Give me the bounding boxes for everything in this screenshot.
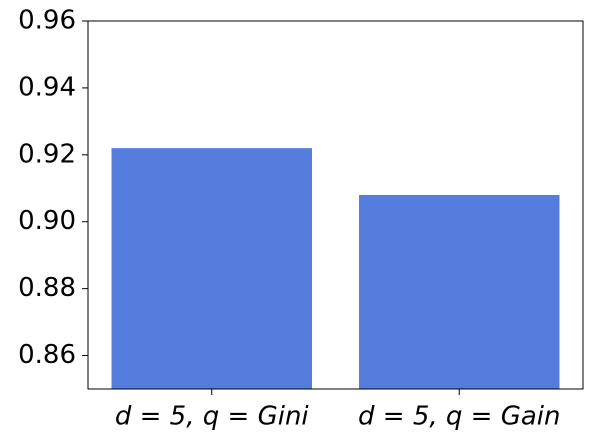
y-tick-label: 0.94 xyxy=(18,72,76,102)
y-tick-label: 0.90 xyxy=(18,206,76,236)
x-tick-label: d = 5, q = Gain xyxy=(358,402,561,432)
bar xyxy=(359,194,560,389)
y-tick-label: 0.86 xyxy=(18,340,76,370)
y-tick-label: 0.88 xyxy=(18,273,76,303)
y-tick-label: 0.92 xyxy=(18,139,76,169)
bar xyxy=(111,148,312,389)
plot-frame xyxy=(87,20,584,390)
x-tick-label: d = 5, q = Gini xyxy=(115,402,310,432)
y-tick-label: 0.96 xyxy=(18,6,76,36)
